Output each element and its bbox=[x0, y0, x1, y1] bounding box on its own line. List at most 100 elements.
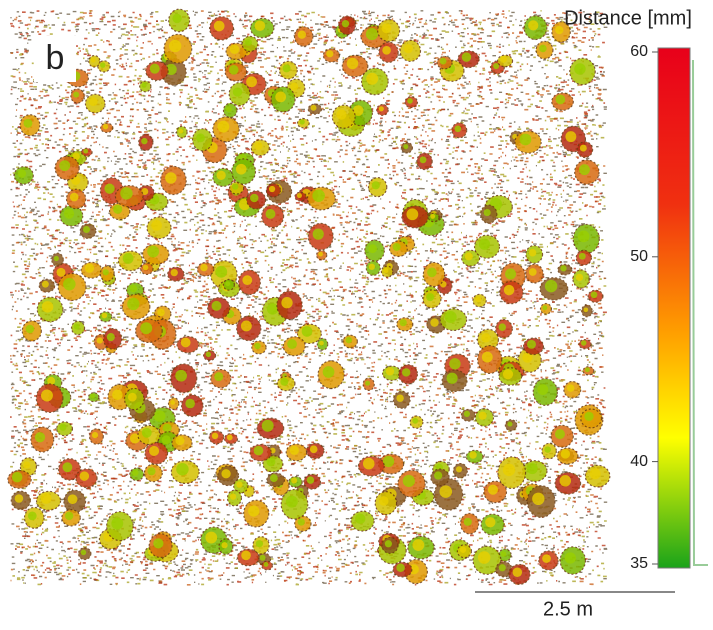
blob-core bbox=[402, 474, 415, 488]
blob-core bbox=[84, 263, 95, 273]
blob-core bbox=[140, 322, 153, 335]
specks bbox=[10, 10, 606, 586]
blob-core bbox=[132, 469, 139, 476]
blob-core bbox=[318, 251, 323, 257]
blob-core bbox=[577, 230, 590, 243]
blob-core bbox=[381, 23, 392, 34]
blob-core bbox=[306, 476, 315, 484]
colorbar-tick-label: 50 bbox=[630, 248, 648, 265]
blob-core bbox=[430, 214, 436, 219]
blob-core bbox=[153, 410, 166, 422]
blob-core bbox=[147, 245, 160, 258]
blob-core bbox=[268, 185, 276, 193]
blob-core bbox=[72, 152, 80, 161]
blob-core bbox=[383, 267, 389, 274]
blob-core bbox=[287, 339, 297, 349]
blob-core bbox=[403, 144, 409, 150]
blob-core bbox=[263, 562, 269, 567]
blob-core bbox=[248, 505, 260, 517]
blob-core bbox=[528, 20, 539, 31]
blob-core bbox=[254, 342, 261, 350]
blob-core bbox=[149, 445, 160, 457]
blob-core bbox=[584, 367, 590, 373]
blob-core bbox=[382, 46, 391, 55]
blob-core bbox=[141, 137, 148, 145]
blob-core bbox=[481, 333, 491, 343]
blob-core bbox=[14, 494, 24, 503]
blob-core bbox=[73, 91, 80, 98]
blob-core bbox=[90, 393, 96, 399]
blob-core bbox=[399, 319, 407, 327]
blob-core bbox=[301, 326, 313, 337]
blob-core bbox=[537, 384, 549, 395]
blob-core bbox=[426, 293, 435, 302]
blob-core bbox=[560, 265, 567, 272]
blob-core bbox=[419, 156, 427, 164]
blob-core bbox=[175, 436, 185, 446]
blob-core bbox=[483, 208, 491, 217]
blob-core bbox=[104, 183, 115, 194]
blob-core bbox=[225, 106, 232, 113]
blob-core bbox=[261, 419, 274, 432]
blob-core bbox=[461, 52, 472, 62]
blob-core bbox=[246, 76, 257, 88]
blob-core bbox=[62, 462, 73, 473]
blob-core bbox=[59, 160, 71, 172]
blob-core bbox=[355, 513, 366, 525]
blob-core bbox=[559, 475, 572, 487]
blob-core bbox=[493, 63, 500, 70]
blob-core bbox=[151, 220, 163, 231]
blob-core bbox=[102, 123, 109, 130]
blob-core bbox=[532, 492, 545, 506]
blob-core bbox=[211, 300, 222, 311]
blob-core bbox=[200, 263, 208, 272]
blob-core bbox=[539, 44, 547, 53]
blob-core bbox=[584, 411, 594, 422]
blob-core bbox=[444, 311, 457, 323]
blob-core bbox=[79, 471, 90, 481]
blob-core bbox=[312, 228, 324, 240]
blob-core bbox=[574, 63, 586, 75]
blob-core bbox=[232, 87, 243, 97]
blob-core bbox=[396, 394, 404, 402]
colorbar-title: Distance [mm] bbox=[564, 7, 692, 29]
blob-core bbox=[253, 445, 264, 456]
blob-core bbox=[297, 518, 305, 526]
blob-core bbox=[250, 193, 259, 203]
blob-core bbox=[326, 50, 334, 58]
blob-core bbox=[83, 148, 89, 154]
blob-core bbox=[40, 493, 52, 504]
blob-core bbox=[503, 284, 515, 296]
blob-core bbox=[365, 27, 379, 41]
blob-core bbox=[175, 369, 187, 382]
blob-core bbox=[362, 457, 375, 470]
blob-core bbox=[434, 471, 443, 480]
blob-core bbox=[455, 466, 463, 473]
blob-core bbox=[112, 389, 123, 401]
blob-core bbox=[291, 477, 298, 484]
blob-core bbox=[221, 469, 231, 479]
blob-core bbox=[236, 481, 243, 488]
blob-core bbox=[285, 495, 298, 508]
blob-core bbox=[427, 267, 437, 278]
blob-core bbox=[172, 13, 182, 24]
blob-core bbox=[259, 554, 266, 561]
blob-core bbox=[459, 546, 467, 553]
blob-core bbox=[507, 421, 513, 427]
blob-core bbox=[241, 550, 251, 561]
panel-label: b bbox=[46, 39, 65, 77]
blob-core bbox=[312, 189, 325, 202]
blob-core bbox=[63, 277, 76, 291]
blob-core bbox=[345, 336, 353, 344]
blob-core bbox=[385, 367, 395, 376]
blob-core bbox=[41, 280, 49, 288]
blob-core bbox=[500, 551, 507, 557]
blob-core bbox=[382, 455, 395, 468]
blob-core bbox=[266, 457, 276, 467]
blob-core bbox=[542, 554, 551, 563]
blob-core bbox=[232, 183, 239, 190]
blob-core bbox=[153, 538, 164, 549]
blob-core bbox=[244, 38, 252, 46]
blob-core bbox=[430, 318, 439, 327]
